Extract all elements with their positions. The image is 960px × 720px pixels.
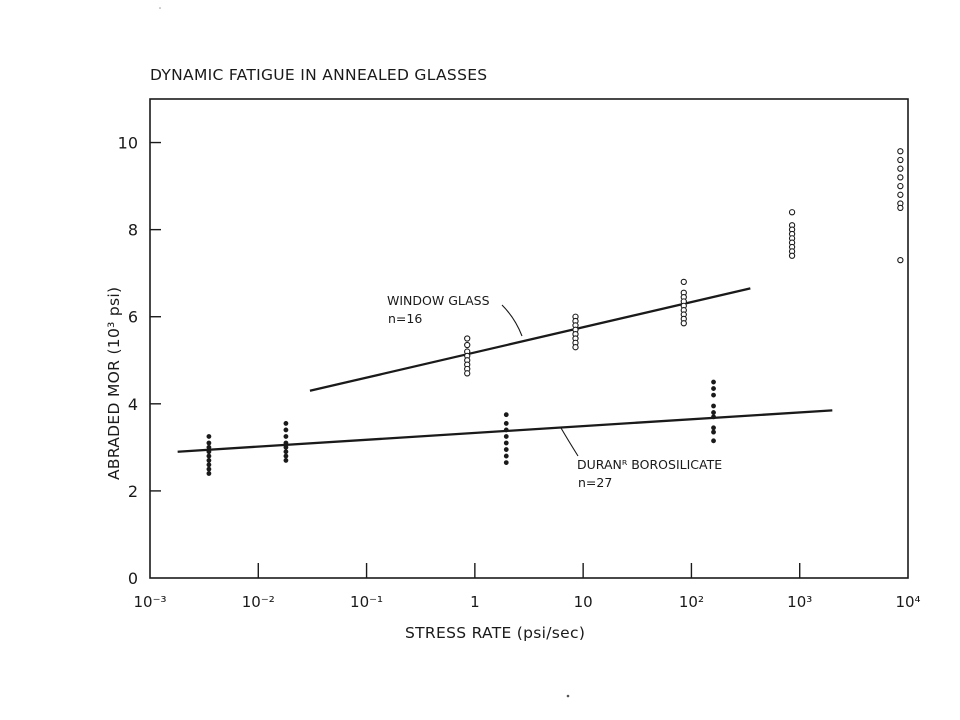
- duran-point: [283, 421, 289, 426]
- y-tick-label: 0: [128, 569, 138, 588]
- duran-point: [711, 386, 716, 391]
- x-tick-label: 10: [574, 593, 593, 611]
- window-glass-point: [897, 256, 904, 264]
- duran-point: [711, 410, 716, 415]
- window-glass-point: [897, 165, 904, 172]
- duran-point: [206, 440, 212, 446]
- duran-point: [711, 403, 716, 409]
- window-glass-point: [788, 209, 796, 216]
- window-glass-point: [788, 252, 796, 259]
- window-glass-point: [572, 344, 579, 351]
- window-glass-fit-line: [309, 287, 751, 392]
- window-glass-point: [897, 191, 904, 198]
- duran-point: [503, 434, 509, 439]
- duran-point: [503, 440, 509, 446]
- duran-point: [503, 427, 509, 433]
- x-tick-label: 10⁻¹: [350, 593, 383, 611]
- window-glass-point: [897, 156, 904, 164]
- duran-point: [206, 462, 212, 468]
- duran-point: [711, 429, 716, 435]
- plot-frame: [149, 98, 909, 579]
- y-axis-label: ABRADED MOR (10³ psi): [105, 287, 123, 480]
- duran-point: [711, 438, 716, 444]
- x-axis-ticks: 10⁻³ 10⁻² 10⁻¹ 1 10 10² 10³ 10⁴: [133, 563, 921, 611]
- data-points: [206, 148, 904, 476]
- duran-point: [206, 453, 212, 459]
- chart-title: DYNAMIC FATIGUE IN ANNEALED GLASSES: [150, 66, 487, 84]
- duran-point: [206, 471, 212, 476]
- window-glass-point: [464, 370, 471, 377]
- duran-point: [283, 440, 289, 446]
- window-glass-point: [897, 174, 904, 181]
- y-tick-label: 10: [118, 134, 138, 153]
- x-tick-label: 10⁴: [895, 593, 920, 611]
- duran-point: [503, 460, 509, 466]
- duran-point: [503, 421, 509, 426]
- duran-point: [711, 379, 716, 385]
- duran-point: [206, 434, 212, 439]
- duran-point: [283, 434, 289, 439]
- x-tick-label: 1: [470, 593, 480, 611]
- window-glass-point: [464, 335, 471, 342]
- duran-point: [283, 458, 289, 463]
- window-glass-count: n=16: [388, 311, 422, 326]
- duran-point: [206, 458, 212, 463]
- duran-point: [503, 453, 509, 459]
- duran-point: [206, 444, 212, 450]
- duran-point: [503, 447, 509, 452]
- duran-point: [711, 414, 716, 420]
- window-glass-point: [680, 278, 687, 286]
- duran-point: [283, 449, 289, 455]
- y-axis-ticks: 0 2 4 6 8 10: [118, 134, 161, 588]
- regression-lines: [177, 287, 833, 453]
- duran-label: DURANᴿ BOROSILICATE: [577, 457, 722, 472]
- x-axis-label: STRESS RATE (psi/sec): [405, 624, 585, 642]
- x-tick-label: 10³: [787, 593, 812, 611]
- y-tick-label: 4: [128, 395, 138, 414]
- window-glass-leader: [501, 304, 523, 337]
- scan-speck: [159, 7, 161, 9]
- duran-point: [283, 453, 289, 459]
- duran-point: [206, 449, 212, 455]
- window-glass-point: [897, 204, 904, 212]
- x-tick-label: 10⁻²: [242, 593, 275, 611]
- scan-speck: [566, 694, 570, 698]
- y-tick-label: 8: [128, 221, 138, 240]
- y-tick-label: 6: [128, 308, 138, 327]
- duran-point: [283, 427, 289, 433]
- duran-point: [711, 392, 716, 398]
- window-glass-point: [897, 148, 904, 155]
- window-glass-label: WINDOW GLASS: [387, 293, 490, 308]
- window-glass-point: [680, 320, 687, 327]
- duran-count: n=27: [578, 475, 612, 490]
- y-tick-label: 2: [128, 482, 138, 501]
- window-glass-point: [464, 341, 471, 349]
- duran-point: [711, 425, 716, 431]
- duran-point: [283, 444, 289, 450]
- duran-leader: [560, 427, 579, 457]
- x-tick-label: 10⁻³: [133, 593, 166, 611]
- duran-point: [503, 412, 509, 418]
- duran-point: [206, 466, 212, 472]
- x-tick-label: 10²: [679, 593, 704, 611]
- window-glass-point: [897, 182, 904, 190]
